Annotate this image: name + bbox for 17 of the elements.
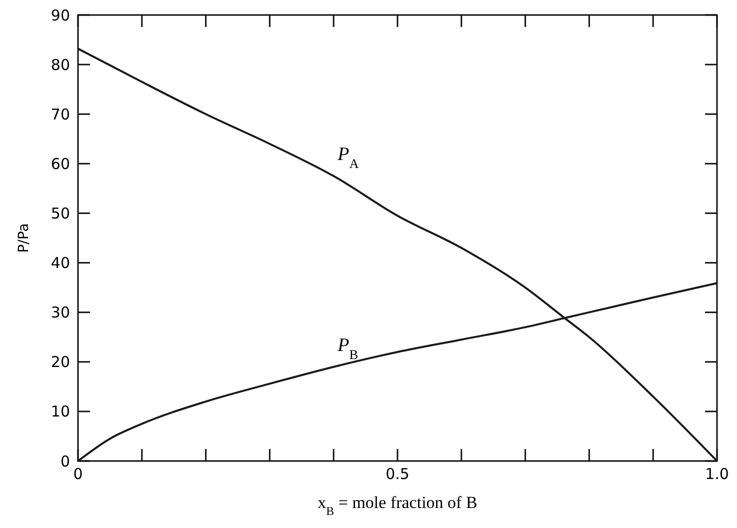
y-tick-label: 40 [50,254,70,272]
series-label: P$_{A}$ [336,144,360,171]
y-tick-label: 20 [50,353,70,372]
x-tick-label: 1.0 [705,465,729,483]
y-tick-label: 30 [50,304,70,322]
x-tick-label: 0 [73,465,83,483]
y-axis-title: P/Pa [16,223,32,253]
series-label: P$_{B}$ [336,334,358,362]
x-axis-title: x$_{B}$ = mole fraction of B [318,493,478,518]
x-tick-label: 0.5 [386,465,410,483]
y-tick-label: 80 [50,56,70,74]
y-tick-label: 70 [50,105,70,124]
y-tick-label: 10 [50,402,70,421]
y-tick-label: 0 [60,452,70,470]
y-tick-label: 60 [50,154,70,173]
y-tick-label: 90 [50,6,70,24]
y-tick-label: 50 [50,204,70,222]
